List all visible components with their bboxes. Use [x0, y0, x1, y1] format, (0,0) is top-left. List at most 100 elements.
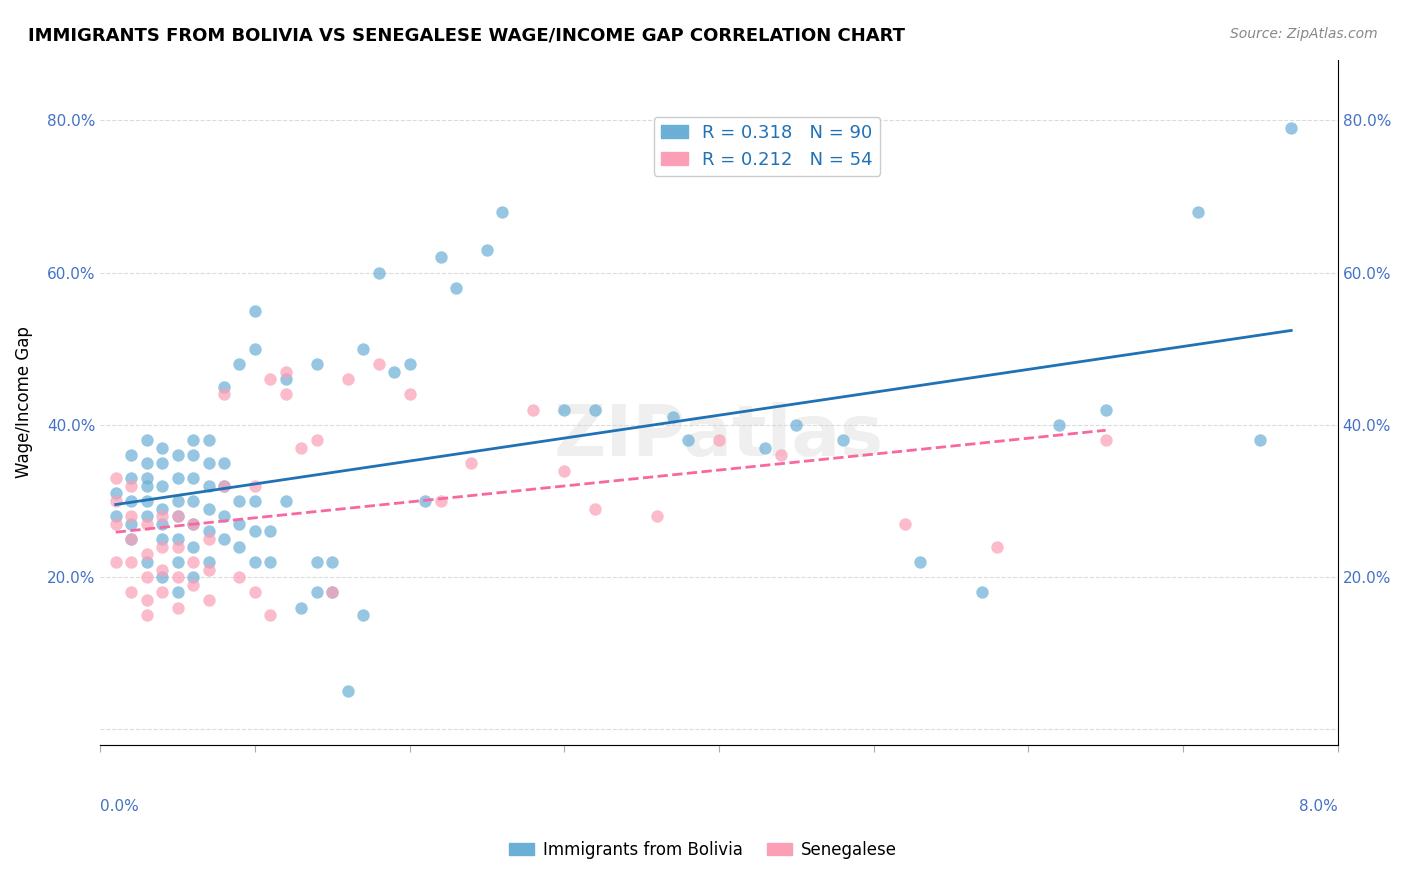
Point: [893, 516, 915, 531]
Point: [150, 585, 173, 599]
Point: [150, 540, 173, 554]
Point: [831, 433, 853, 447]
Point: [785, 417, 807, 432]
Point: [243, 303, 266, 318]
Text: IMMIGRANTS FROM BOLIVIA VS SENEGALESE WAGE/INCOME GAP CORRELATION CHART: IMMIGRANTS FROM BOLIVIA VS SENEGALESE WA…: [28, 27, 905, 45]
Point: [166, 600, 188, 615]
Point: [352, 342, 374, 356]
Point: [197, 532, 219, 546]
Point: [336, 684, 359, 698]
Point: [321, 555, 343, 569]
Legend: Immigrants from Bolivia, Senegalese: Immigrants from Bolivia, Senegalese: [502, 835, 904, 866]
Point: [228, 570, 250, 584]
Point: [181, 578, 204, 592]
Point: [970, 585, 993, 599]
Point: [120, 479, 142, 493]
Point: [429, 251, 451, 265]
Point: [243, 479, 266, 493]
Point: [197, 524, 219, 539]
Point: [120, 532, 142, 546]
Point: [212, 380, 235, 394]
Point: [243, 342, 266, 356]
Point: [135, 494, 157, 508]
Point: [120, 516, 142, 531]
Point: [120, 532, 142, 546]
Point: [166, 555, 188, 569]
Point: [150, 563, 173, 577]
Point: [305, 357, 328, 371]
Point: [491, 204, 513, 219]
Point: [166, 585, 188, 599]
Point: [274, 494, 297, 508]
Point: [197, 593, 219, 607]
Point: [181, 516, 204, 531]
Point: [259, 524, 281, 539]
Point: [212, 387, 235, 401]
Text: 0.0%: 0.0%: [100, 799, 139, 814]
Text: Source: ZipAtlas.com: Source: ZipAtlas.com: [1230, 27, 1378, 41]
Point: [243, 494, 266, 508]
Point: [336, 372, 359, 386]
Point: [135, 555, 157, 569]
Point: [181, 570, 204, 584]
Point: [135, 433, 157, 447]
Point: [197, 501, 219, 516]
Point: [1094, 433, 1116, 447]
Point: [243, 524, 266, 539]
Point: [120, 585, 142, 599]
Point: [150, 509, 173, 524]
Point: [243, 585, 266, 599]
Point: [120, 494, 142, 508]
Point: [553, 464, 575, 478]
Point: [259, 608, 281, 623]
Point: [197, 433, 219, 447]
Point: [120, 449, 142, 463]
Point: [212, 479, 235, 493]
Point: [645, 509, 668, 524]
Point: [166, 494, 188, 508]
Point: [135, 570, 157, 584]
Point: [707, 433, 730, 447]
Point: [181, 433, 204, 447]
Point: [104, 486, 127, 500]
Point: [1279, 121, 1302, 136]
Point: [181, 494, 204, 508]
Point: [150, 516, 173, 531]
Point: [197, 563, 219, 577]
Point: [197, 555, 219, 569]
Point: [553, 402, 575, 417]
Point: [104, 471, 127, 485]
Point: [274, 372, 297, 386]
Point: [212, 456, 235, 470]
Point: [305, 433, 328, 447]
Point: [290, 600, 312, 615]
Point: [150, 456, 173, 470]
Point: [150, 570, 173, 584]
Point: [197, 479, 219, 493]
Point: [305, 585, 328, 599]
Point: [908, 555, 931, 569]
Point: [135, 456, 157, 470]
Legend: R = 0.318   N = 90, R = 0.212   N = 54: R = 0.318 N = 90, R = 0.212 N = 54: [654, 117, 880, 176]
Point: [228, 494, 250, 508]
Point: [243, 555, 266, 569]
Point: [1249, 433, 1271, 447]
Point: [460, 456, 482, 470]
Point: [321, 585, 343, 599]
Point: [676, 433, 699, 447]
Point: [104, 516, 127, 531]
Point: [228, 516, 250, 531]
Point: [228, 540, 250, 554]
Point: [259, 555, 281, 569]
Point: [769, 449, 792, 463]
Point: [352, 608, 374, 623]
Point: [150, 501, 173, 516]
Point: [212, 479, 235, 493]
Point: [104, 509, 127, 524]
Point: [398, 357, 420, 371]
Text: 8.0%: 8.0%: [1299, 799, 1337, 814]
Point: [305, 555, 328, 569]
Point: [475, 243, 498, 257]
Point: [228, 357, 250, 371]
Point: [754, 441, 776, 455]
